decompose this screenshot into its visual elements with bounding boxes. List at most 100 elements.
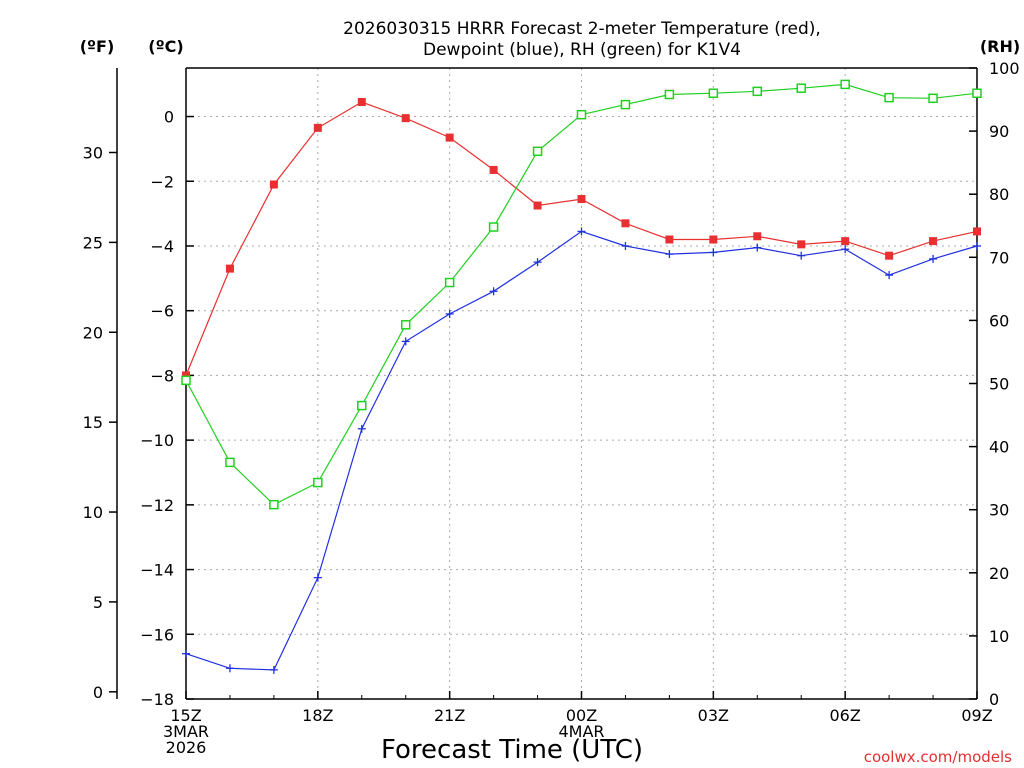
fahrenheit-tick-label: 5 (93, 593, 103, 612)
celsius-tick-label: −2 (150, 172, 174, 191)
rh-tick-label: 20 (989, 564, 1009, 583)
rh-point (357, 400, 367, 411)
rh-point (225, 457, 235, 468)
fahrenheit-unit-label: (ºF) (80, 37, 115, 56)
celsius-tick-label: −10 (140, 431, 174, 450)
rh-point (444, 277, 455, 288)
fahrenheit-tick-label: 25 (83, 233, 103, 252)
x-tick-label: 4MAR (558, 722, 604, 741)
temperature-point (753, 232, 762, 241)
rh-point (664, 89, 675, 100)
rh-tick-label: 70 (989, 248, 1009, 267)
x-tick-label: 2026 (166, 738, 207, 757)
dewpoint-point (973, 241, 981, 250)
rh-tick-label: 0 (989, 690, 999, 709)
celsius-tick-label: −6 (150, 302, 174, 321)
rh-point (576, 109, 587, 120)
dewpoint-point (841, 245, 850, 254)
rh-tick-label: 60 (989, 311, 1009, 330)
rh-point (840, 79, 850, 90)
dewpoint-point (533, 258, 542, 267)
temperature-line (185, 101, 978, 376)
temperature-point (621, 219, 630, 228)
dewpoint-point (797, 251, 806, 260)
dewpoint-point (225, 664, 234, 673)
chart-title-line-2: Dewpoint (blue), RH (green) for K1V4 (423, 40, 741, 60)
fahrenheit-tick-label: 0 (93, 683, 103, 702)
temperature-point (225, 264, 234, 273)
celsius-tick-label: −4 (150, 237, 174, 256)
fahrenheit-tick-label: 20 (83, 323, 103, 342)
dewpoint-point (753, 243, 762, 252)
temperature-point (445, 133, 454, 142)
dewpoint-point (489, 287, 498, 296)
fahrenheit-tick-label: 15 (83, 413, 103, 432)
dewpoint-point (929, 254, 938, 263)
series-layer (181, 79, 982, 674)
rh-point (928, 93, 938, 104)
celsius-tick-label: −14 (140, 561, 174, 580)
temperature-point (841, 237, 850, 246)
rh-tick-label: 40 (989, 438, 1009, 457)
rh-point (752, 86, 763, 97)
x-tick-label: 09Z (961, 706, 992, 725)
rh-point (532, 146, 543, 157)
axes-layer: 0 5 10 15 20 25 30 0 −2 −4 −6 −8 −10 −12 −14 −16 −18 0 10 2… (83, 59, 1020, 757)
temperature-point (313, 123, 322, 132)
x-tick-label: 21Z (434, 706, 465, 725)
dewpoint-point (665, 250, 674, 259)
celsius-tick-label: −8 (150, 366, 174, 385)
rh-unit-label: (RH) (980, 37, 1020, 56)
rh-tick-label: 50 (989, 375, 1009, 394)
rh-tick-label: 80 (989, 185, 1009, 204)
x-axis-title: Forecast Time (UTC) (381, 735, 643, 765)
temperature-point (929, 237, 938, 246)
temperature-point (665, 235, 674, 244)
celsius-tick-label: −12 (140, 496, 174, 515)
rh-point (708, 88, 719, 98)
temperature-point (357, 97, 366, 106)
temperature-point (577, 195, 586, 204)
x-tick-label: 06Z (830, 706, 861, 725)
x-tick-label: 15Z (170, 706, 201, 725)
celsius-tick-label: 0 (164, 108, 174, 127)
dewpoint-point (445, 309, 454, 318)
temperature-point (797, 240, 806, 249)
temperature-point (182, 371, 190, 380)
celsius-tick-label: −16 (140, 625, 174, 644)
temperature-point (489, 165, 498, 174)
temperature-point (709, 235, 718, 244)
temperature-point (973, 227, 981, 236)
rh-point (796, 83, 806, 93)
rh-point (269, 499, 279, 510)
rh-tick-label: 10 (989, 627, 1009, 646)
rh-point (313, 477, 323, 488)
temperature-point (401, 114, 410, 123)
dewpoint-point (577, 227, 586, 236)
dewpoint-point (401, 337, 410, 346)
celsius-unit-label: (ºC) (148, 37, 183, 56)
celsius-tick-label: −18 (140, 690, 174, 709)
rh-point (181, 375, 191, 386)
temperature-point (269, 180, 278, 189)
temperature-point (533, 201, 542, 210)
rh-tick-label: 90 (989, 122, 1009, 141)
rh-point (620, 99, 631, 110)
dewpoint-point (621, 241, 630, 250)
dewpoint-point (709, 248, 718, 257)
chart-title-line-1: 2026030315 HRRR Forecast 2-meter Tempera… (343, 19, 821, 39)
dewpoint-point (269, 665, 278, 674)
rh-tick-label: 30 (989, 501, 1009, 520)
dewpoint-point (885, 271, 894, 280)
watermark: coolwx.com/models (864, 748, 1012, 766)
x-tick-label: 00Z (566, 706, 597, 725)
x-tick-label: 18Z (302, 706, 333, 725)
rh-point (488, 222, 499, 232)
rh-point (972, 88, 982, 98)
dewpoint-point (182, 649, 190, 658)
x-tick-label: 03Z (698, 706, 729, 725)
fahrenheit-tick-label: 30 (83, 143, 103, 162)
temperature-point (885, 251, 894, 260)
rh-point (400, 320, 411, 330)
